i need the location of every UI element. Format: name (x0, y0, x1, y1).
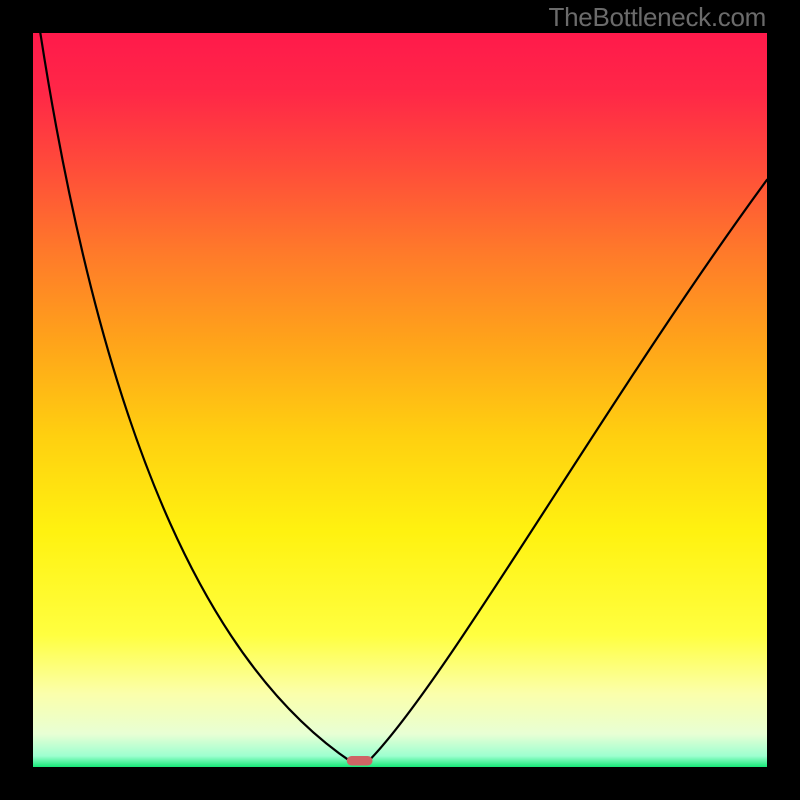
bottleneck-curve (367, 180, 767, 763)
plot-area (33, 33, 767, 767)
bottleneck-curve (40, 33, 352, 763)
chart-container: TheBottleneck.com (0, 0, 800, 800)
valley-marker (347, 756, 373, 766)
curve-overlay (33, 33, 767, 767)
watermark-text: TheBottleneck.com (549, 2, 766, 33)
